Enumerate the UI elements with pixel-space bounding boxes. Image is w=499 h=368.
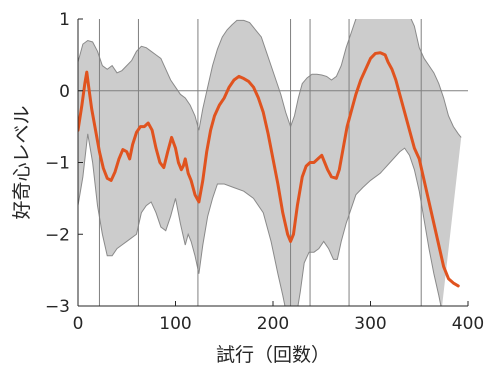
series-line [78, 51, 460, 288]
x-tick-label: 300 [354, 314, 386, 334]
x-axis-label: 試行（回数） [216, 344, 330, 366]
y-tick-label: −2 [45, 225, 70, 245]
y-tick-label: −3 [45, 297, 70, 317]
band-upper-edge [78, 19, 462, 138]
y-tick-label: 1 [59, 10, 70, 30]
x-tick-label: 400 [452, 314, 484, 334]
y-tick-label: −1 [45, 154, 70, 174]
y-tick-label: 0 [59, 82, 70, 102]
y-axis-label: 好奇心レベル [11, 105, 33, 219]
x-tick-label: 0 [73, 314, 84, 334]
confidence-band [78, 19, 462, 306]
x-tick-label: 100 [159, 314, 191, 334]
band-lower-edge [78, 133, 442, 306]
x-tick-label: 200 [257, 314, 289, 334]
